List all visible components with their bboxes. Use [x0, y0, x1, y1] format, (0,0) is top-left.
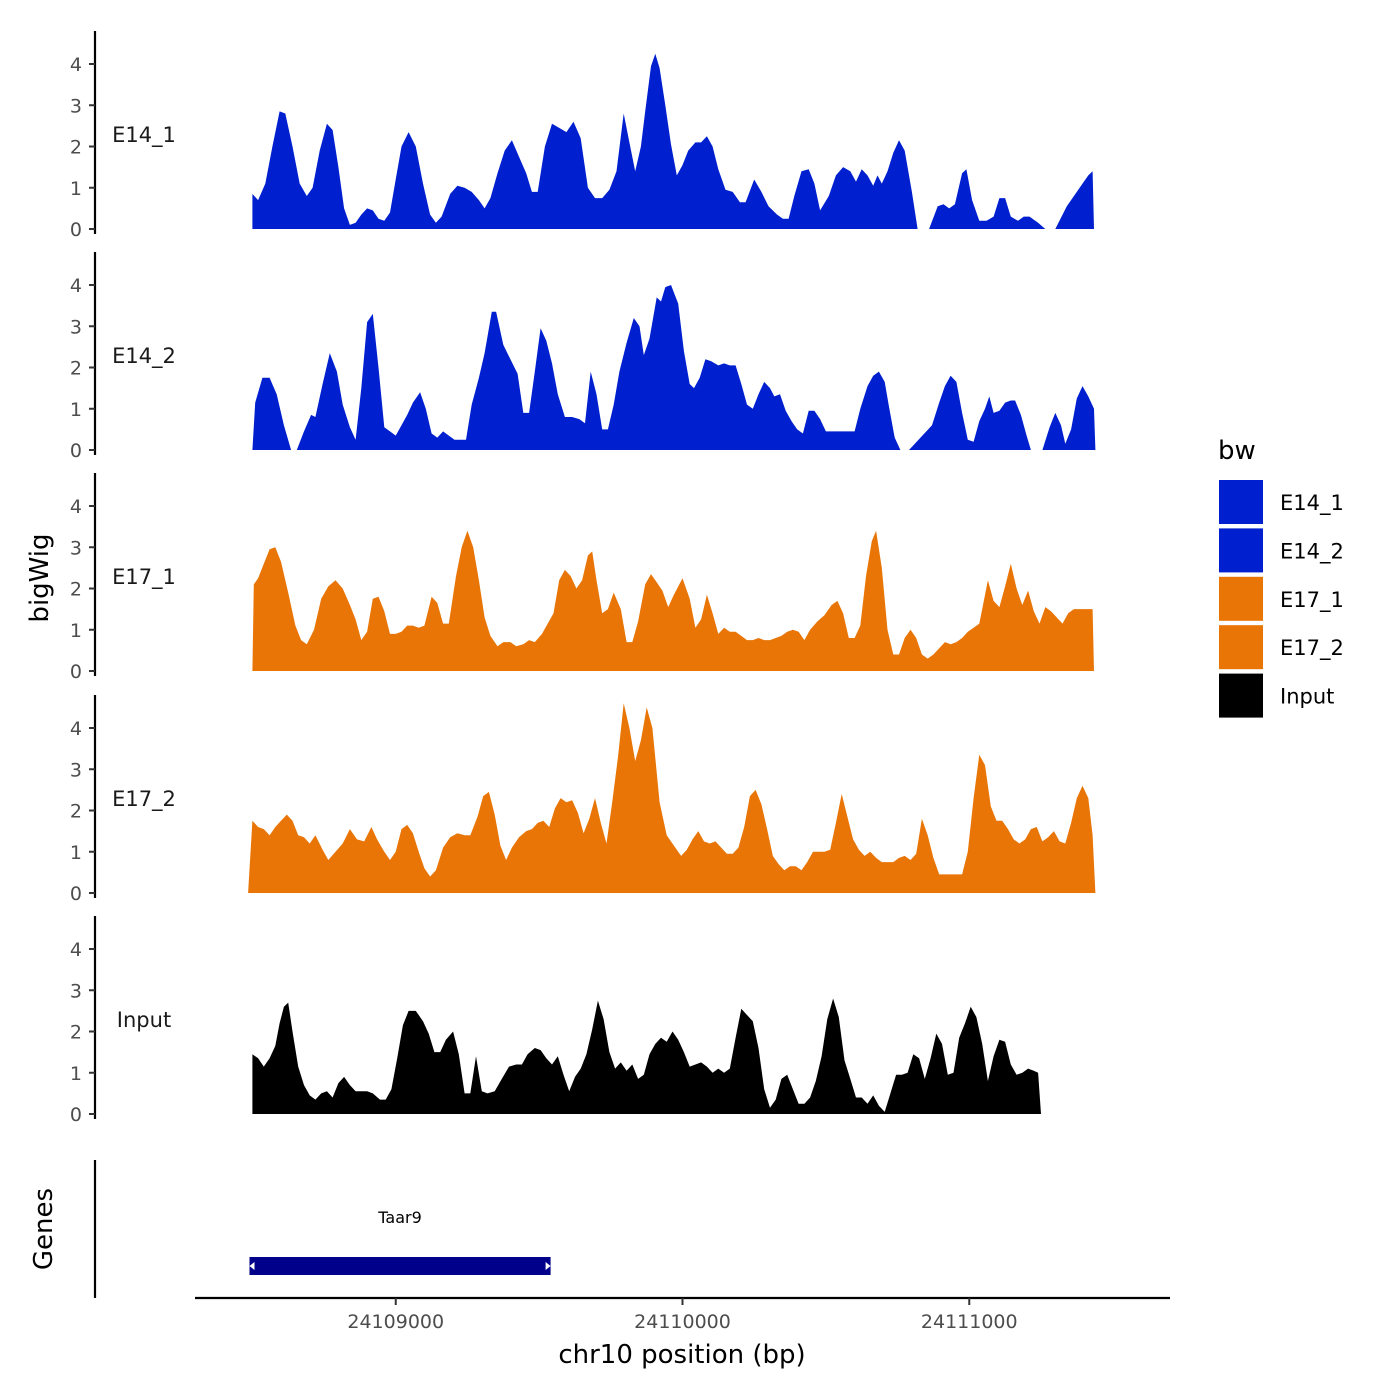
gene-name-label: Taar9: [377, 1208, 422, 1227]
coverage-area-e14-2: [296, 285, 901, 450]
legend-label: Input: [1280, 685, 1334, 709]
y-tick-label: 1: [70, 620, 82, 642]
y-tick-label: 1: [70, 1063, 82, 1085]
track-label: E17_2: [112, 787, 176, 812]
y-tick-label: 0: [70, 883, 82, 905]
genes-panel: Genes Taar9: [29, 1160, 551, 1298]
legend-label: E14_1: [1280, 491, 1344, 516]
coverage-area-e14-1: [1055, 171, 1094, 229]
coverage-area-e17-2: [248, 703, 1096, 893]
track-label: Input: [117, 1008, 171, 1032]
x-tick-label: 24109000: [347, 1311, 444, 1333]
gene-body: [249, 1257, 551, 1275]
legend-label: E17_1: [1280, 588, 1344, 613]
y-tick-label: 3: [70, 537, 82, 559]
y-tick-label: 4: [70, 718, 82, 740]
y-tick-label: 1: [70, 399, 82, 421]
x-axis-title: chr10 position (bp): [558, 1340, 805, 1370]
x-axis: 24109000 24110000 24111000 chr10 position …: [195, 1296, 1170, 1370]
coverage-area-e14-2: [252, 377, 292, 450]
y-tick-label: 2: [70, 137, 82, 159]
coverage-tracks: 0 1 2 3 4 E14_1 0 1 2 3 4 E14_2 0 1 2 3 4 E17_1 0 1 2 3 4 E17_2…: [70, 31, 1096, 1126]
track-input: 0 1 2 3 4 Input: [70, 916, 1041, 1126]
y-tick-label: 1: [70, 842, 82, 864]
legend-label: E17_2: [1280, 636, 1344, 661]
y-tick-label: 2: [70, 1022, 82, 1044]
y-tick-label: 0: [70, 219, 82, 241]
y-tick-label: 0: [70, 1104, 82, 1126]
gene-end-marker: [545, 1262, 551, 1270]
track-e14-2: 0 1 2 3 4 E14_2: [70, 252, 1096, 462]
y-tick-label: 4: [70, 496, 82, 518]
legend-swatch: [1219, 625, 1263, 670]
y-tick-label: 0: [70, 661, 82, 683]
gene-models: Taar9: [249, 1208, 551, 1275]
track-label: E14_2: [112, 344, 176, 369]
track-label: E14_1: [112, 123, 176, 148]
legend-swatch: [1219, 528, 1263, 573]
track-e17-1: 0 1 2 3 4 E17_1: [70, 473, 1094, 683]
y-axis-title: bigWig: [25, 533, 55, 622]
y-tick-label: 3: [70, 95, 82, 117]
gene-end-marker: [249, 1262, 255, 1270]
y-tick-label: 0: [70, 440, 82, 462]
track-e17-2: 0 1 2 3 4 E17_2: [70, 695, 1096, 905]
legend-swatch: [1219, 480, 1263, 524]
y-tick-label: 2: [70, 358, 82, 380]
legend: bw E14_1 E14_2 E17_1 E17_2 Input: [1218, 436, 1344, 718]
legend-label: E14_2: [1280, 539, 1344, 564]
coverage-area-input: [252, 998, 1041, 1114]
coverage-area-e17-1: [252, 530, 1094, 671]
y-tick-label: 4: [70, 275, 82, 297]
legend-swatch: [1219, 576, 1263, 621]
coverage-area-e14-1: [929, 169, 1046, 229]
legend-title: bw: [1218, 436, 1256, 466]
y-tick-label: 4: [70, 939, 82, 961]
coverage-area-e14-2: [909, 375, 1031, 450]
track-label: E17_1: [112, 565, 176, 590]
x-axis-ticks: 24109000 24110000 24111000: [347, 1298, 1018, 1333]
y-tick-label: 1: [70, 178, 82, 200]
y-tick-label: 4: [70, 54, 82, 76]
y-tick-label: 2: [70, 579, 82, 601]
legend-swatch: [1219, 673, 1263, 718]
legend-items: E14_1 E14_2 E17_1 E17_2 Input: [1219, 480, 1344, 718]
y-tick-label: 3: [70, 316, 82, 338]
y-tick-label: 2: [70, 801, 82, 823]
y-tick-label: 3: [70, 980, 82, 1002]
x-tick-label: 24111000: [921, 1311, 1018, 1333]
coverage-area-e14-2: [1042, 386, 1096, 450]
x-tick-label: 24110000: [634, 1311, 731, 1333]
coverage-area-e14-1: [252, 53, 918, 230]
genes-panel-label: Genes: [29, 1188, 59, 1270]
track-e14-1: 0 1 2 3 4 E14_1: [70, 31, 1094, 241]
y-tick-label: 3: [70, 759, 82, 781]
